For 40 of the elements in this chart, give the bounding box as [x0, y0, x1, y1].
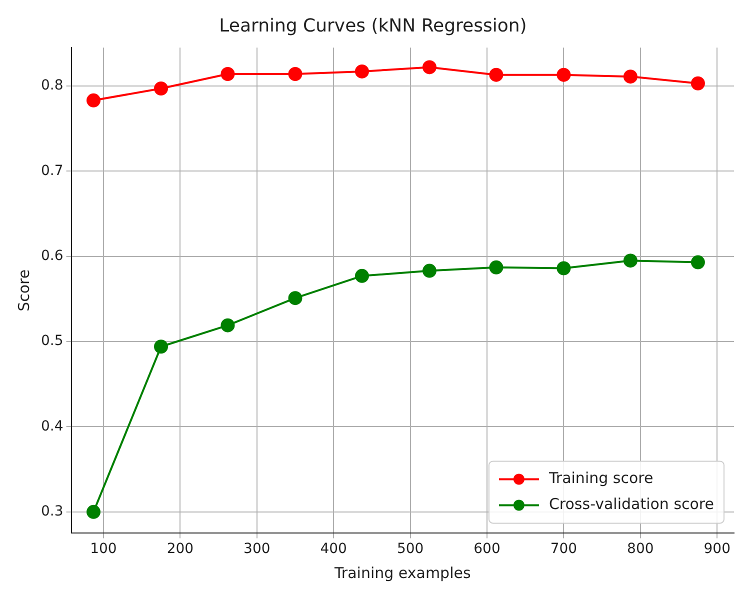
x-tick-label: 900 [704, 541, 730, 558]
point [288, 67, 302, 82]
point [354, 64, 369, 78]
point [354, 268, 369, 283]
y-tick-label: 0.3 [41, 504, 64, 520]
point [556, 261, 571, 276]
point [422, 264, 436, 278]
point [556, 68, 571, 82]
point [623, 70, 638, 84]
legend-label: Cross-validation score [548, 495, 714, 514]
chart-title: Learning Curves (kNN Regression) [219, 15, 527, 36]
point [86, 504, 101, 519]
x-tick-label: 500 [396, 541, 424, 558]
x-axis-title: Training examples [333, 564, 471, 582]
legend-label: Training score [548, 469, 654, 488]
x-tick-label: 600 [474, 541, 500, 558]
x-tick-label: 200 [166, 541, 194, 558]
point [489, 260, 504, 274]
x-tick-label: 700 [550, 541, 578, 558]
point [623, 254, 638, 268]
y-tick-label: 0.8 [41, 78, 64, 94]
point [86, 93, 101, 108]
point [220, 67, 235, 82]
point [690, 255, 705, 270]
point [288, 291, 302, 306]
point [489, 68, 504, 82]
y-tick-label: 0.4 [41, 418, 64, 434]
x-tick-label: 300 [244, 541, 270, 558]
y-axis-title: Score [14, 269, 33, 312]
y-tick-label: 0.5 [41, 333, 64, 350]
y-tick-label: 0.6 [41, 248, 64, 264]
x-tick-label: 800 [627, 541, 654, 558]
point [690, 76, 705, 90]
point [154, 81, 168, 96]
x-tick-label: 100 [90, 541, 117, 558]
x-tick-label: 400 [320, 541, 347, 558]
point [422, 60, 436, 74]
y-tick-label: 0.7 [41, 162, 64, 179]
point [220, 318, 235, 332]
point [154, 340, 168, 354]
